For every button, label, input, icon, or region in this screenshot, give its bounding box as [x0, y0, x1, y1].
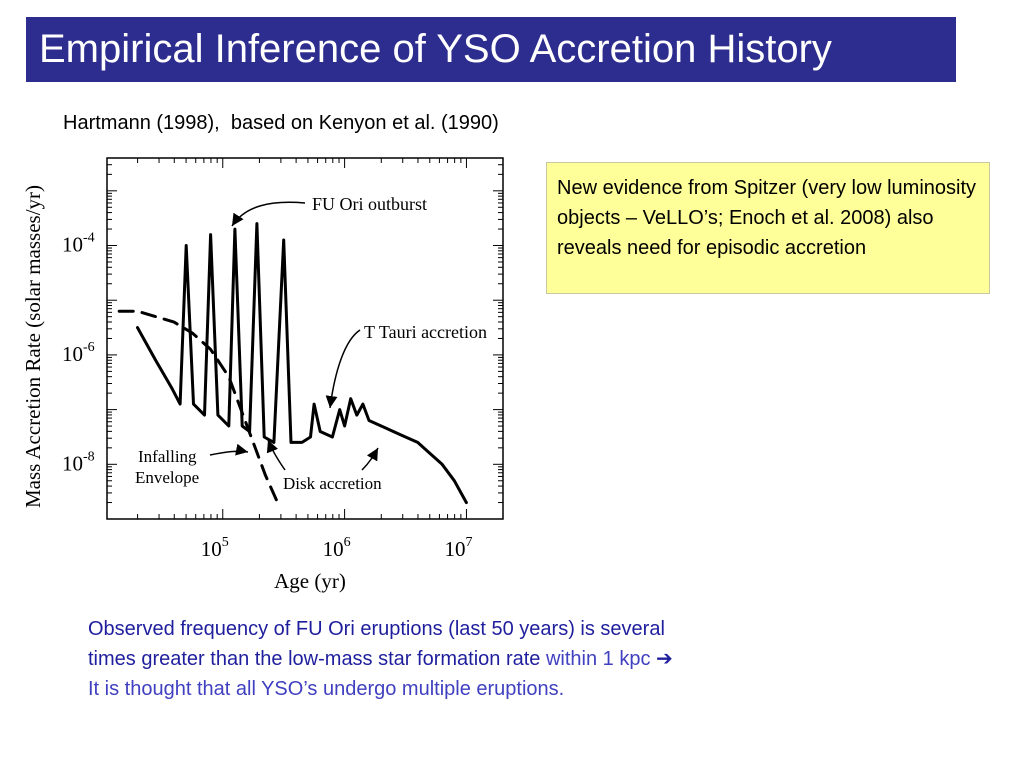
- envelope-dashed-line: [117, 309, 280, 505]
- t-tauri-arrow: [325, 329, 361, 409]
- right-arrow-icon: ➔: [656, 648, 673, 670]
- x-tick-exp: 6: [344, 535, 351, 550]
- bottom-line-1: Observed frequency of FU Ori eruptions (…: [88, 618, 665, 640]
- annotation-disk-accretion: Disk accretion: [283, 474, 382, 493]
- x-tick-base: 10: [323, 537, 344, 561]
- y-tick-exp: -8: [83, 449, 95, 464]
- y-tick-label: 10-4: [62, 231, 95, 257]
- callout-box: New evidence from Spitzer (very low lumi…: [546, 162, 990, 294]
- bottom-notes: Observed frequency of FU Ori eruptions (…: [88, 614, 848, 704]
- y-axis-label: Mass Accretion Rate (solar masses/yr): [21, 185, 45, 508]
- disk-arrow-right: [361, 447, 379, 471]
- x-tick-label: 105: [201, 535, 229, 561]
- annotation-envelope: Envelope: [135, 468, 199, 487]
- disk-arrow-left: [266, 439, 286, 471]
- y-tick-exp: -6: [83, 340, 95, 355]
- y-tick-exp: -4: [83, 231, 95, 246]
- fu-ori-arrow: [231, 201, 306, 227]
- y-tick-base: 10: [62, 342, 83, 366]
- callout-text: New evidence from Spitzer (very low lumi…: [557, 177, 977, 259]
- citation-text: Hartmann (1998), based on Kenyon et al. …: [63, 112, 499, 134]
- y-tick-label: 10-6: [62, 340, 95, 366]
- x-axis-label: Age (yr): [274, 569, 346, 593]
- annotation-t-tauri: T Tauri accretion: [364, 322, 487, 342]
- x-tick-base: 10: [444, 537, 465, 561]
- bottom-line-2-tail: within 1 kpc: [545, 648, 651, 670]
- x-tick-exp: 5: [222, 535, 229, 550]
- annotation-infalling: Infalling: [138, 447, 197, 466]
- infalling-arrow: [209, 443, 249, 456]
- y-tick-base: 10: [62, 233, 83, 257]
- bottom-line-2-text: times greater than the low-mass star for…: [88, 648, 546, 670]
- x-tick-exp: 7: [465, 535, 472, 550]
- y-tick-base: 10: [62, 451, 83, 475]
- accretion-rate-line: [136, 222, 468, 505]
- annotation-fu-ori: FU Ori outburst: [312, 194, 427, 214]
- bottom-line-2: times greater than the low-mass star for…: [88, 644, 848, 674]
- x-tick-label: 107: [444, 535, 472, 561]
- bottom-line-3: It is thought that all YSO’s undergo mul…: [88, 678, 565, 700]
- slide-title: Empirical Inference of YSO Accretion His…: [26, 17, 956, 82]
- x-tick-base: 10: [201, 537, 222, 561]
- x-tick-label: 106: [323, 535, 351, 561]
- y-tick-label: 10-8: [62, 449, 95, 475]
